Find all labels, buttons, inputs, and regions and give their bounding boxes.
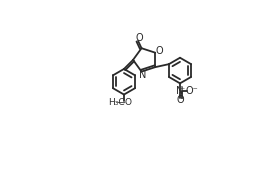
Text: N: N [176, 86, 183, 96]
Text: O: O [155, 46, 163, 56]
Text: O: O [135, 33, 143, 43]
Text: H₃C: H₃C [108, 98, 125, 107]
Text: O: O [176, 95, 184, 105]
Text: —O: —O [117, 98, 133, 107]
Text: N: N [139, 70, 146, 80]
Text: O⁻: O⁻ [185, 86, 198, 96]
Text: +: + [179, 87, 185, 91]
